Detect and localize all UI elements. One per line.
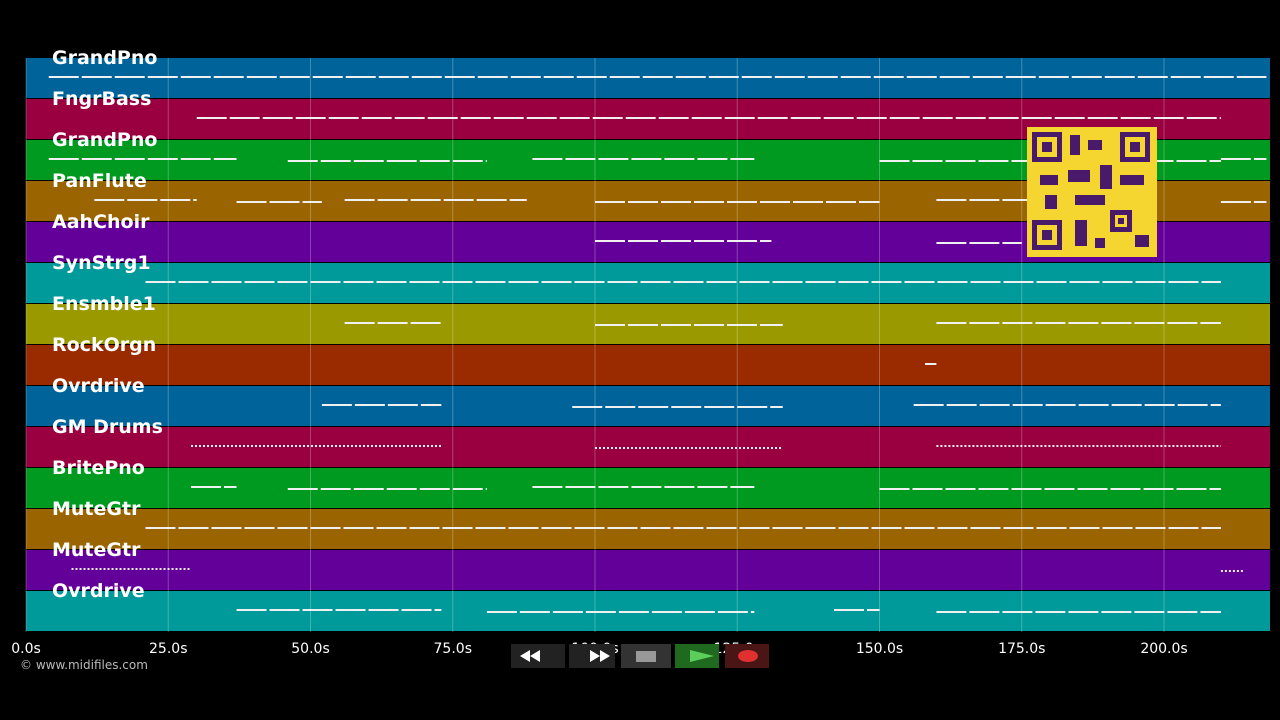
time-tick-label: 175.0s [998,641,1045,657]
track-label: Ensmble1 [52,293,156,315]
track-label: MuteGtr [52,539,141,561]
track-label: Ovrdrive [52,375,145,397]
notes [48,76,1267,613]
time-axis: 0.0s25.0s50.0s75.0s100.0s125.0s150.0s175… [11,641,1187,657]
time-tick-label: 75.0s [434,641,472,657]
time-grid [25,58,1165,632]
track-label: FngrBass [52,88,151,110]
track-label: RockOrgn [52,334,156,356]
time-tick-label: 25.0s [149,641,187,657]
track-label: AahChoir [52,211,150,233]
qr-code [1027,127,1157,257]
track-lane [26,550,1270,590]
track-label: BritePno [52,457,145,479]
track-label: GrandPno [52,129,157,151]
time-tick-label: 50.0s [291,641,329,657]
track-lane [26,345,1270,385]
time-tick-label: 200.0s [1140,641,1187,657]
transport-controls [511,644,769,668]
track-label: GrandPno [52,47,157,69]
track-label: Ovrdrive [52,580,145,602]
time-tick-label: 150.0s [856,641,903,657]
track-label: PanFlute [52,170,147,192]
track-label: GM Drums [52,416,163,438]
time-tick-label: 0.0s [11,641,41,657]
track-label: SynStrg1 [52,252,151,274]
track-labels: GrandPno FngrBass GrandPno PanFlute AahChoir… [52,47,163,602]
track-label: MuteGtr [52,498,141,520]
copyright: © www.midifiles.com [20,658,148,672]
